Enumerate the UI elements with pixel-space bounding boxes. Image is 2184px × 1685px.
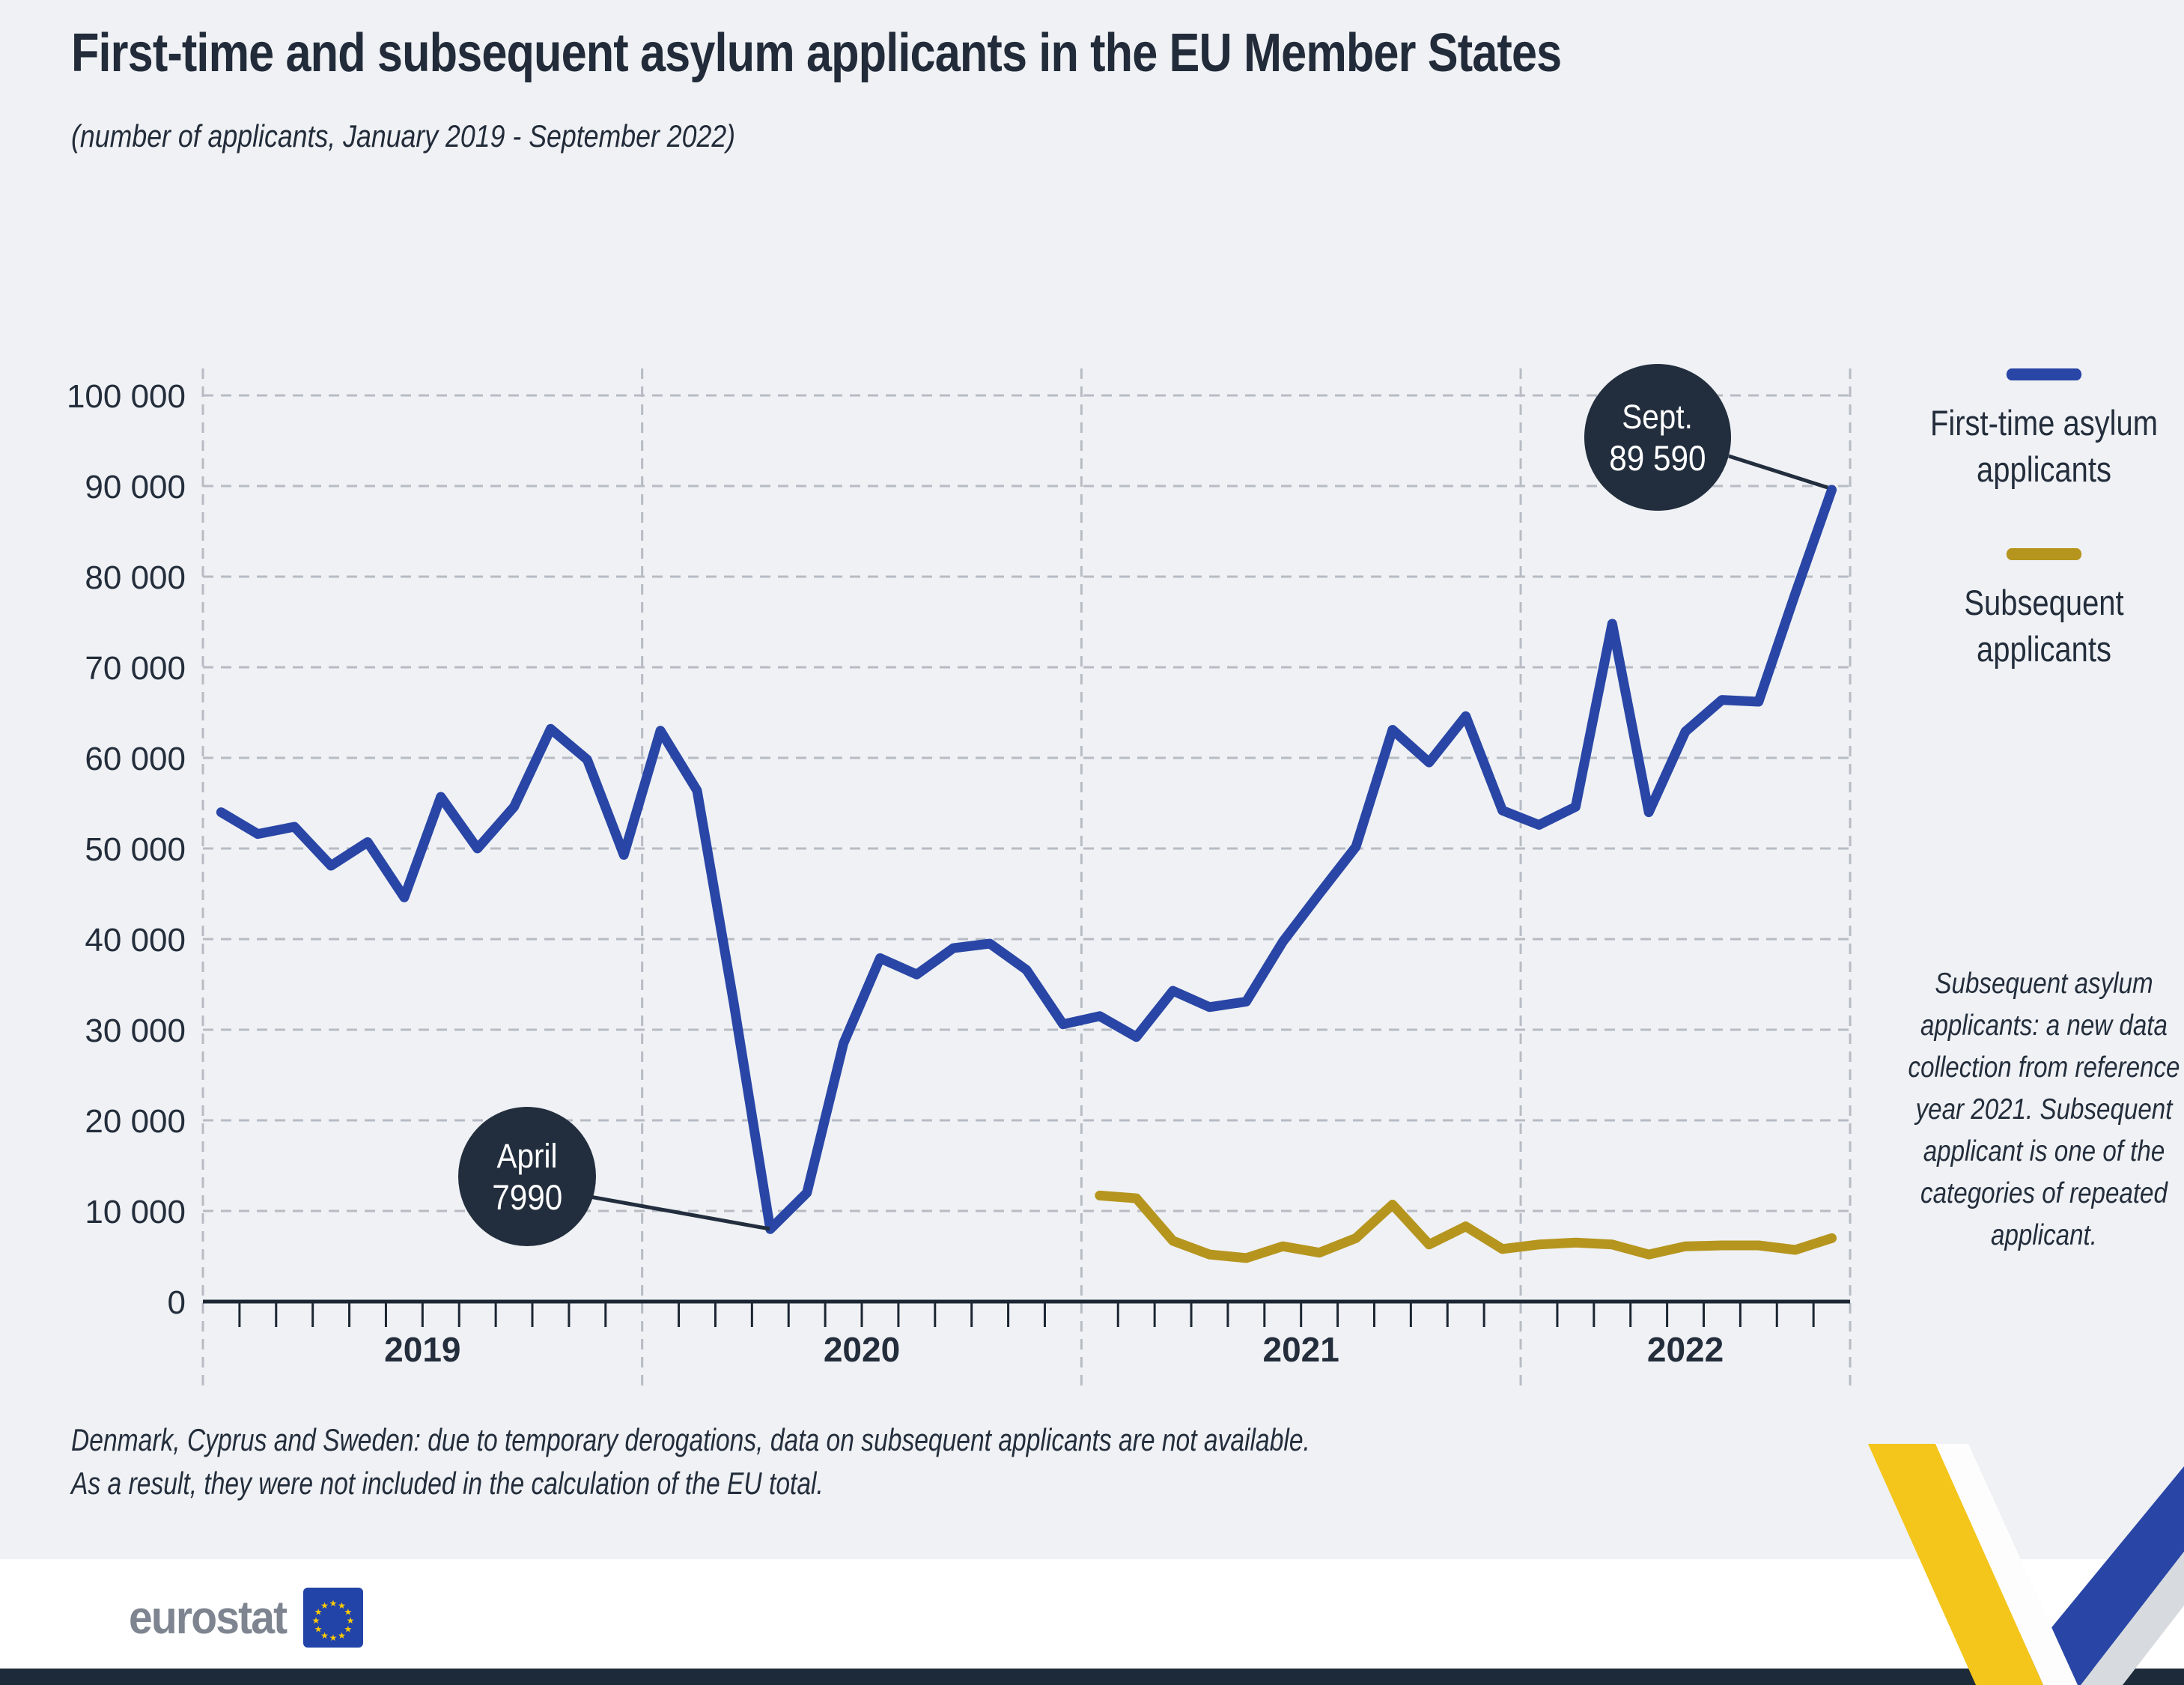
footnote-line-2: As a result, they were not included in t…: [71, 1466, 824, 1501]
gridlines-group: [201, 368, 1852, 1389]
ribbon-yellow-band: [1868, 1444, 2043, 1685]
footnote: Denmark, Cyprus and Sweden: due to tempo…: [71, 1418, 1310, 1505]
eu-flag-star: ★: [311, 1615, 320, 1626]
annotation-month: April: [496, 1137, 558, 1175]
eu-flag-star: ★: [320, 1600, 329, 1611]
year-label: 2019: [384, 1330, 460, 1369]
y-axis-labels: 0 10 000 20 000 30 000 40 000 50 000 60 000 70 …: [67, 378, 186, 1321]
first-time-line-swatch: [2006, 368, 2082, 380]
ribbon-white-band: [1935, 1444, 2078, 1685]
footnote-line-1: Denmark, Cyprus and Sweden: due to tempo…: [71, 1422, 1310, 1457]
first-time-applicants-line: [216, 485, 1837, 1234]
y-tick-label: 60 000: [85, 741, 186, 777]
page-title: First-time and subsequent asylum applica…: [71, 23, 1562, 83]
y-tick-label: 0: [168, 1284, 186, 1321]
footer-strip: [0, 1559, 2184, 1685]
y-tick-label: 50 000: [85, 831, 186, 868]
annotation-connector-line: [589, 1194, 770, 1231]
y-tick-label: 40 000: [85, 922, 186, 959]
eu-flag-star: ★: [314, 1607, 322, 1618]
annotation-bubble-sept-2022: Sept. 89 590: [1584, 364, 1731, 511]
eurostat-logo: eurostat ★ ★ ★ ★ ★ ★ ★ ★ ★ ★ ★ ★: [129, 1588, 363, 1648]
year-label: 2022: [1647, 1330, 1724, 1369]
eu-flag-star: ★: [320, 1630, 329, 1641]
annotation-connector-line: [1728, 454, 1828, 490]
annotation-bubble-april-2020: April 7990: [458, 1107, 596, 1246]
y-tick-label: 30 000: [85, 1012, 186, 1049]
y-tick-label: 90 000: [85, 469, 186, 506]
eu-flag-star: ★: [329, 1598, 337, 1609]
ribbon-decoration: [1868, 1444, 2184, 1685]
subsequent-applicants-line: [1095, 1190, 1837, 1263]
y-tick-label: 20 000: [85, 1103, 186, 1140]
eu-flag-icon: ★ ★★★★★★★★★★★: [302, 1588, 363, 1648]
eu-flag-star: ★: [338, 1600, 346, 1611]
year-label: 2021: [1263, 1330, 1339, 1369]
page-subtitle: (number of applicants, January 2019 - Se…: [71, 118, 736, 154]
ribbon-gray-band: [2081, 1552, 2184, 1685]
y-tick-label: 80 000: [85, 559, 186, 596]
side-note: Subsequent asylum applicants: a new data…: [1908, 968, 2180, 1251]
eu-flag-star: ★: [314, 1624, 322, 1635]
y-tick-label: 100 000: [67, 378, 186, 415]
footer-bar: [0, 1669, 2184, 1685]
annotation-connectors: [589, 454, 1828, 1231]
annotation-month: Sept.: [1622, 398, 1694, 436]
y-tick-label: 10 000: [85, 1194, 186, 1230]
legend-item-subsequent: Subsequent applicants: [1917, 548, 2171, 673]
year-label: 2020: [824, 1330, 900, 1369]
x-axis: [203, 1299, 1851, 1327]
eurostat-logo-text: eurostat: [129, 1591, 288, 1644]
legend-item-first-time: First-time asylum applicants: [1917, 368, 2171, 493]
eu-flag-star: ★: [329, 1633, 337, 1643]
annotation-value: 89 590: [1609, 438, 1706, 478]
eu-flag-star: ★: [344, 1607, 352, 1618]
subsequent-line-swatch: [2006, 548, 2082, 560]
legend-label: First-time asylum applicants: [1929, 403, 2159, 489]
y-tick-label: 70 000: [85, 650, 186, 687]
eu-flag-star: ★: [344, 1624, 352, 1635]
legend: First-time asylum applicants Subsequent …: [1917, 368, 2171, 673]
eu-flag-star: ★: [346, 1615, 354, 1626]
annotation-value: 7990: [491, 1177, 563, 1217]
x-axis-labels: 2019 2020 2021 2022: [384, 1330, 1724, 1369]
eu-flag-star: ★: [338, 1630, 346, 1641]
legend-label: Subsequent applicants: [1964, 583, 2124, 669]
eu-flag-field: [302, 1588, 363, 1648]
